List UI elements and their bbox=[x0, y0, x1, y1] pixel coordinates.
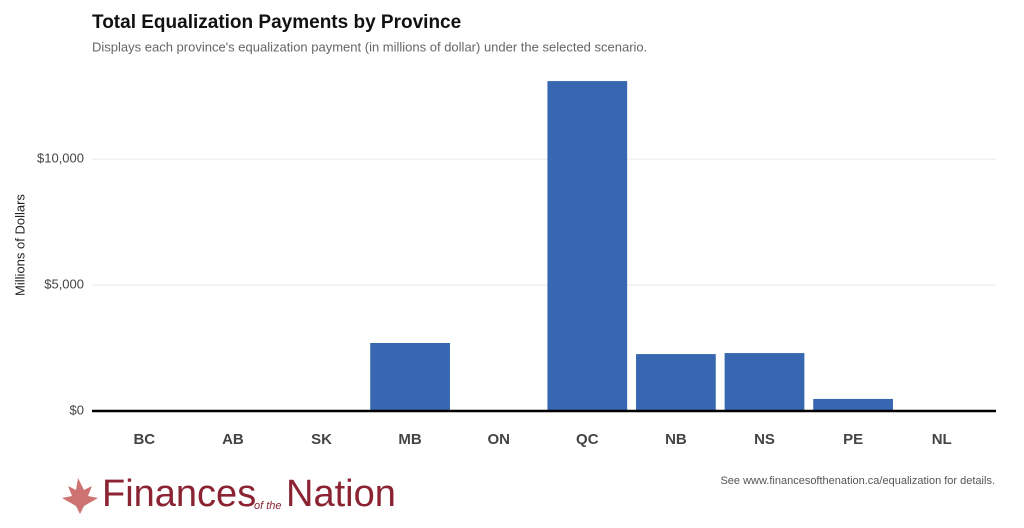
bar bbox=[636, 354, 716, 411]
y-tick-label: $5,000 bbox=[44, 277, 84, 292]
footer-note: See www.financesofthenation.ca/equalizat… bbox=[720, 475, 995, 487]
x-tick-label: BC bbox=[133, 431, 155, 448]
x-tick-label: SK bbox=[311, 431, 332, 448]
x-tick-label: AB bbox=[222, 431, 244, 448]
x-tick-label: MB bbox=[398, 431, 421, 448]
bar bbox=[547, 81, 628, 412]
chart-title: Total Equalization Payments by Province bbox=[92, 12, 461, 33]
chart-subtitle: Displays each province's equalization pa… bbox=[92, 39, 647, 54]
bar bbox=[724, 353, 805, 411]
x-tick-label: QC bbox=[576, 431, 599, 448]
logo-text-small: of the bbox=[254, 500, 282, 512]
logo-text: Finances bbox=[102, 473, 256, 515]
logo-leaf bbox=[62, 478, 98, 514]
logo-text: Nation bbox=[286, 473, 396, 515]
x-tick-label: NS bbox=[754, 431, 775, 448]
bar bbox=[370, 343, 450, 411]
bar bbox=[813, 398, 893, 411]
y-tick-label: $10,000 bbox=[37, 151, 84, 166]
x-tick-label: ON bbox=[487, 431, 510, 448]
x-tick-label: NB bbox=[665, 431, 687, 448]
x-tick-label: PE bbox=[843, 431, 863, 448]
y-axis-label: Millions of Dollars bbox=[12, 194, 27, 296]
y-tick-label: $0 bbox=[70, 402, 84, 417]
x-tick-label: NL bbox=[932, 431, 952, 448]
